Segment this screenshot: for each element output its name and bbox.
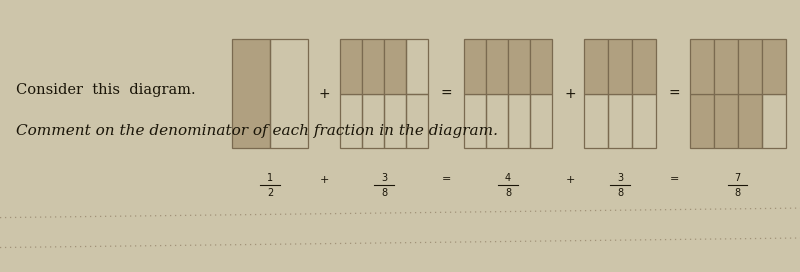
Text: 7: 7	[734, 173, 741, 183]
Bar	[508, 94, 530, 148]
Bar	[608, 94, 632, 148]
Bar	[362, 39, 384, 94]
Text: +: +	[565, 87, 576, 101]
Text: 3: 3	[381, 173, 387, 183]
Bar	[530, 39, 552, 94]
Text: =: =	[442, 175, 451, 184]
Bar	[690, 94, 714, 148]
Text: 4: 4	[505, 173, 511, 183]
Bar	[632, 94, 656, 148]
Text: Comment on the denominator of each fraction in the diagram.: Comment on the denominator of each fract…	[16, 123, 498, 138]
Bar	[340, 94, 362, 148]
Bar	[762, 94, 786, 148]
Text: =: =	[670, 175, 679, 184]
Bar	[738, 39, 762, 94]
Bar	[584, 94, 608, 148]
Bar	[714, 39, 738, 94]
Bar	[384, 94, 406, 148]
Bar	[486, 94, 508, 148]
Bar	[464, 94, 486, 148]
Bar	[270, 39, 308, 148]
Text: 2: 2	[267, 188, 273, 198]
Text: 1: 1	[267, 173, 273, 183]
Bar	[384, 39, 406, 94]
Text: =: =	[441, 87, 452, 101]
Bar	[632, 39, 656, 94]
Text: +: +	[566, 175, 575, 184]
Bar	[762, 39, 786, 94]
Text: =: =	[669, 87, 680, 101]
Bar	[406, 39, 428, 94]
Text: +: +	[318, 87, 330, 101]
Bar	[232, 39, 270, 148]
Text: 8: 8	[381, 188, 387, 198]
Text: 8: 8	[505, 188, 511, 198]
Text: 3: 3	[617, 173, 623, 183]
Bar	[530, 94, 552, 148]
Bar	[486, 39, 508, 94]
Bar	[714, 94, 738, 148]
Bar	[584, 39, 608, 94]
Text: 8: 8	[734, 188, 741, 198]
Bar	[406, 94, 428, 148]
Bar	[362, 94, 384, 148]
Text: Consider  this  diagram.: Consider this diagram.	[16, 83, 196, 97]
Text: +: +	[319, 175, 329, 184]
Bar	[464, 39, 486, 94]
Bar	[340, 39, 362, 94]
Bar	[608, 39, 632, 94]
Bar	[508, 39, 530, 94]
Text: 8: 8	[617, 188, 623, 198]
Bar	[738, 94, 762, 148]
Bar	[690, 39, 714, 94]
